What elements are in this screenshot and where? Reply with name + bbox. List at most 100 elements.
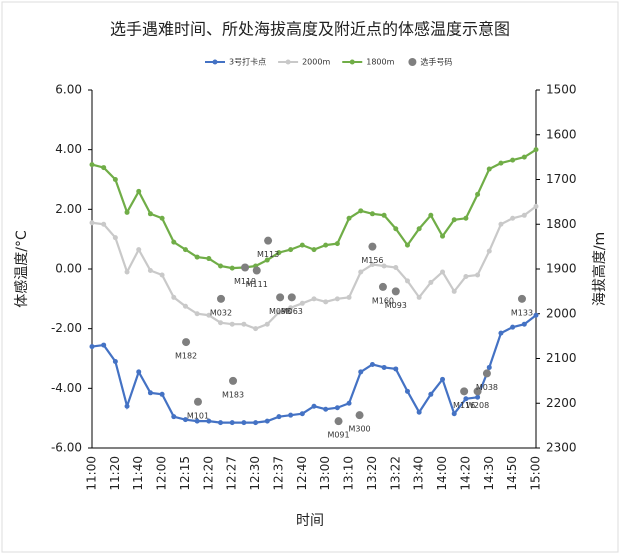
series-point — [334, 296, 340, 302]
series-point — [159, 215, 165, 221]
marker-point — [355, 411, 364, 420]
x-tick-label: 12:20 — [201, 456, 215, 491]
marker-point — [276, 293, 285, 302]
y-tick-label: 4.00 — [55, 142, 82, 156]
series-point — [369, 211, 375, 217]
x-tick-label: 13:00 — [318, 456, 332, 491]
x-tick-label: 15:00 — [529, 456, 543, 491]
x-tick-label: 14:20 — [458, 456, 472, 491]
series-point — [369, 361, 375, 367]
y2-tick-label: 1500 — [546, 83, 577, 97]
series-point — [101, 221, 107, 227]
marker-label: M116 — [453, 401, 475, 410]
y2-tick-label: 2200 — [546, 396, 577, 410]
series-point — [264, 257, 270, 263]
series-point — [440, 233, 446, 239]
series-point — [475, 191, 481, 197]
x-tick-label: 12:30 — [248, 456, 262, 491]
x-tick-label: 13:20 — [365, 456, 379, 491]
x-tick-label: 12:40 — [295, 456, 309, 491]
y-tick-label: 6.00 — [55, 83, 82, 97]
series-point — [136, 369, 142, 375]
series-point — [510, 157, 516, 163]
series-point — [276, 414, 282, 420]
series-point — [136, 188, 142, 194]
marker-label: M183 — [222, 390, 244, 399]
legend-swatch-dot — [285, 59, 291, 65]
marker-point — [391, 287, 400, 296]
marker-point — [252, 266, 261, 275]
marker-label: M182 — [175, 352, 197, 361]
series-point — [486, 166, 492, 172]
marker-point — [182, 338, 191, 347]
marker-label: M098 — [269, 307, 291, 316]
series-point — [428, 279, 434, 285]
series-point — [393, 265, 399, 271]
series-point — [89, 162, 95, 168]
series-point — [159, 391, 165, 397]
series-point — [440, 269, 446, 275]
series-point — [276, 250, 282, 256]
series-point — [404, 388, 410, 394]
marker-point — [368, 242, 377, 251]
series-point — [463, 273, 469, 279]
series-point — [381, 364, 387, 370]
series-point — [264, 418, 270, 424]
series-point — [182, 417, 188, 423]
y-tick-label: 2.00 — [55, 202, 82, 216]
series-point — [124, 209, 130, 215]
series-point — [311, 247, 317, 253]
series-point — [440, 376, 446, 382]
series-point — [288, 247, 294, 253]
x-tick-label: 11:40 — [131, 456, 145, 491]
chart-title: 选手遇难时间、所处海拔高度及附近点的体感温度示意图 — [110, 20, 510, 39]
x-tick-label: 13:10 — [342, 456, 356, 491]
series-point — [288, 412, 294, 418]
x-tick-label: 14:00 — [435, 456, 449, 491]
y2-tick-label: 2000 — [546, 306, 577, 320]
series-point — [358, 208, 364, 214]
y2-axis-title: 海拔高度/m — [591, 232, 608, 306]
y-axis-title: 体感温度/°C — [13, 230, 30, 308]
legend-swatch-dot — [212, 59, 218, 65]
legend-swatch-dot — [349, 59, 355, 65]
marker-label: M091 — [327, 431, 349, 440]
series-point — [323, 242, 329, 248]
marker-label: M160 — [372, 296, 394, 305]
series-point — [463, 396, 469, 402]
series-point — [147, 267, 153, 273]
series-point — [404, 242, 410, 248]
marker-label: M133 — [511, 308, 533, 317]
series-point — [241, 321, 247, 327]
series-point — [521, 154, 527, 160]
series-point — [171, 414, 177, 420]
series-point — [323, 299, 329, 305]
series-point — [112, 177, 118, 182]
series-point — [229, 420, 235, 426]
series-point — [521, 212, 527, 218]
series-point — [206, 312, 212, 318]
series-point — [206, 256, 212, 262]
marker-point — [193, 397, 202, 406]
series-point — [159, 272, 165, 278]
series-point — [101, 165, 107, 171]
marker-label: M093 — [385, 301, 407, 310]
series-point — [346, 215, 352, 221]
series-point — [124, 403, 130, 409]
marker-label: M063 — [281, 307, 303, 316]
series-point — [358, 269, 364, 275]
series-point — [404, 278, 410, 284]
marker-point — [517, 294, 526, 303]
marker-point — [334, 417, 343, 426]
marker-label: M111 — [246, 280, 268, 289]
series-point — [475, 272, 481, 278]
x-tick-label: 14:30 — [482, 456, 496, 491]
series-point — [346, 294, 352, 300]
y2-tick-label: 1900 — [546, 262, 577, 276]
series-point — [393, 366, 399, 372]
series-point — [416, 294, 422, 300]
series-point — [475, 394, 481, 400]
x-tick-label: 13:22 — [388, 456, 402, 491]
